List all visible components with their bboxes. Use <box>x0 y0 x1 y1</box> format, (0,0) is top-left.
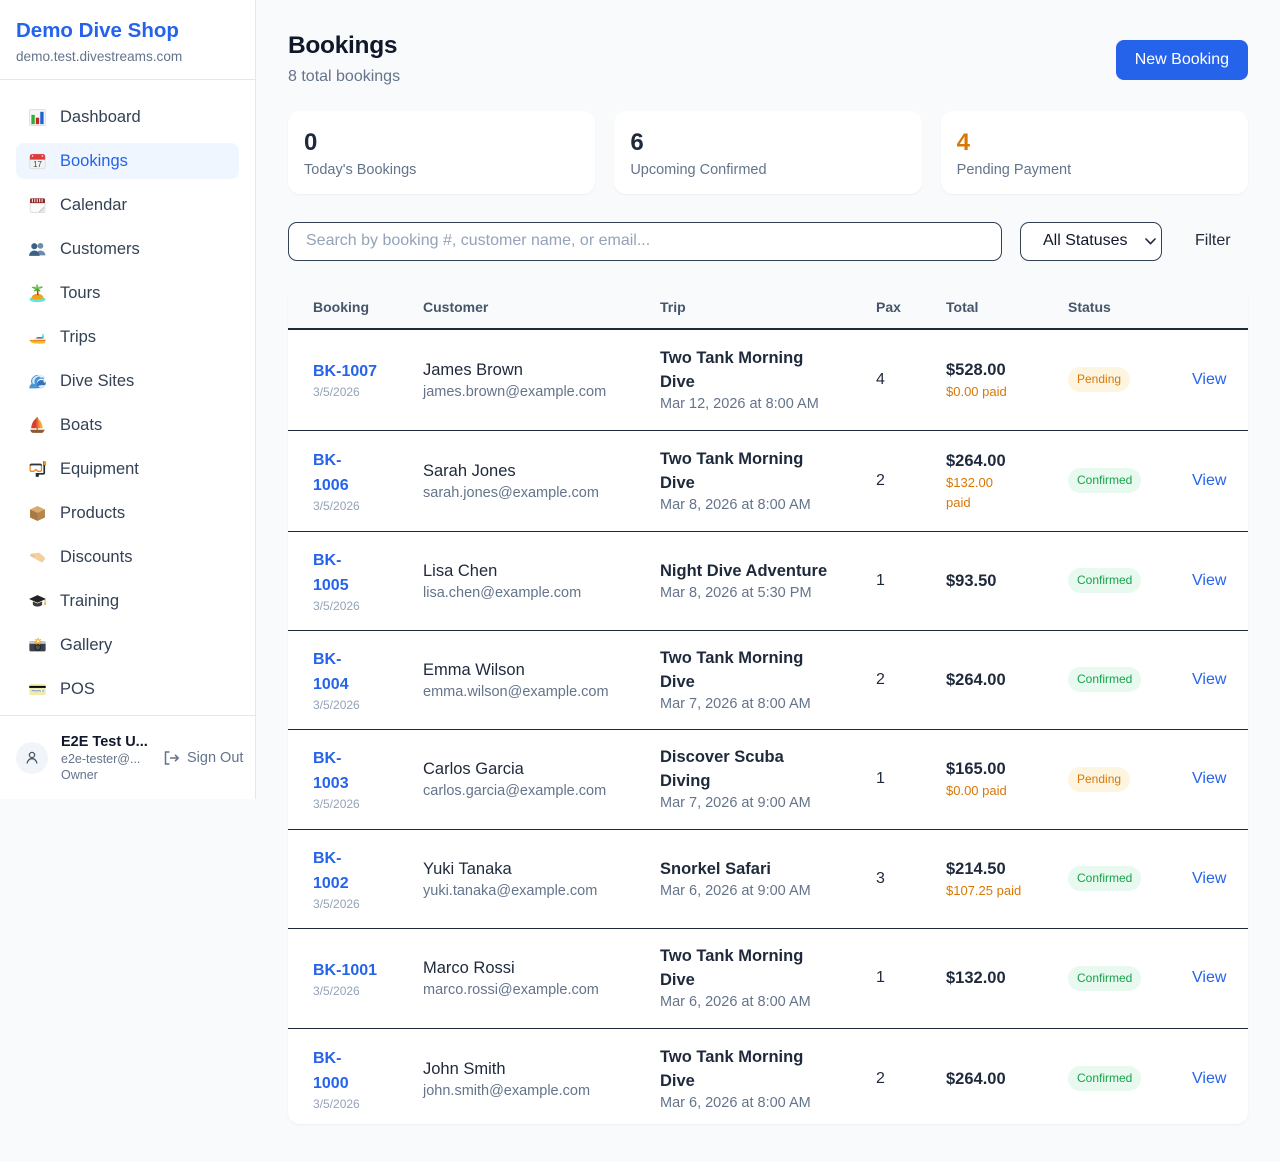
svg-text:17: 17 <box>33 159 42 168</box>
